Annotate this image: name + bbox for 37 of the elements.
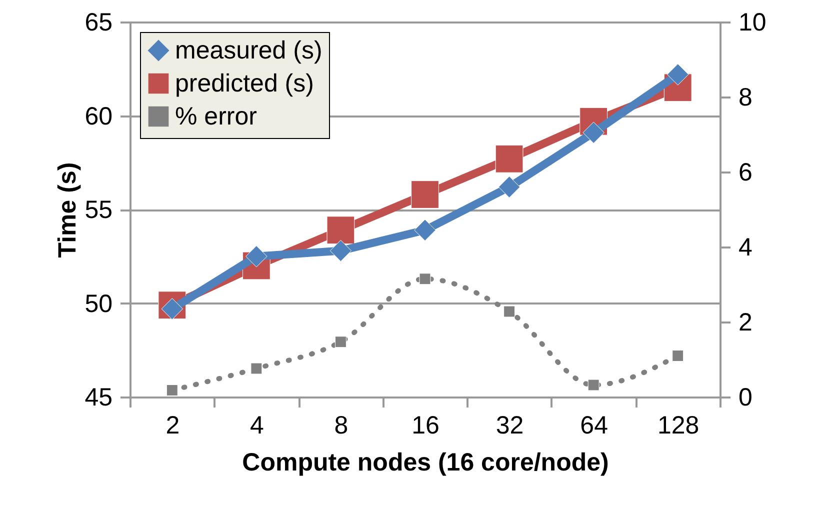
y2-tick-label: 4 bbox=[738, 234, 752, 262]
y2-tick-label: 10 bbox=[738, 8, 766, 36]
y-axis-title: Time (s) bbox=[54, 162, 82, 258]
x-tick-label: 8 bbox=[334, 412, 348, 440]
point bbox=[334, 336, 346, 348]
y2-tick-label: 2 bbox=[738, 308, 752, 336]
y-tick-label: 60 bbox=[84, 102, 112, 130]
point bbox=[414, 219, 436, 241]
legend-label: predicted (s) bbox=[175, 70, 314, 98]
point bbox=[166, 384, 178, 396]
point bbox=[250, 362, 262, 374]
point bbox=[411, 180, 439, 208]
y2-tick-label: 0 bbox=[738, 384, 752, 412]
y-tick-label: 50 bbox=[84, 290, 112, 318]
point bbox=[667, 64, 689, 86]
x-tick-label: 2 bbox=[166, 412, 180, 440]
y-tick-label: 45 bbox=[84, 384, 112, 412]
point bbox=[588, 379, 600, 391]
point bbox=[419, 273, 431, 285]
y2-tick-label: 8 bbox=[738, 84, 752, 112]
x-tick-label: 32 bbox=[496, 412, 524, 440]
x-tick-label: 128 bbox=[658, 412, 700, 440]
x-tick-label: 16 bbox=[412, 412, 440, 440]
legend-label: % error bbox=[175, 102, 257, 130]
legend-label: measured (s) bbox=[175, 36, 322, 64]
point bbox=[495, 144, 524, 173]
point bbox=[498, 176, 520, 198]
point bbox=[330, 240, 352, 262]
x-tick-label: 64 bbox=[580, 412, 608, 440]
y-tick-label: 65 bbox=[84, 8, 112, 36]
point bbox=[672, 350, 684, 362]
x-axis-title: Compute nodes (16 core/node) bbox=[242, 448, 609, 476]
y-tick-label: 55 bbox=[84, 196, 112, 224]
y2-tick-label: 6 bbox=[738, 158, 752, 186]
point bbox=[504, 306, 516, 318]
point bbox=[326, 216, 355, 244]
x-tick-label: 4 bbox=[250, 412, 264, 440]
